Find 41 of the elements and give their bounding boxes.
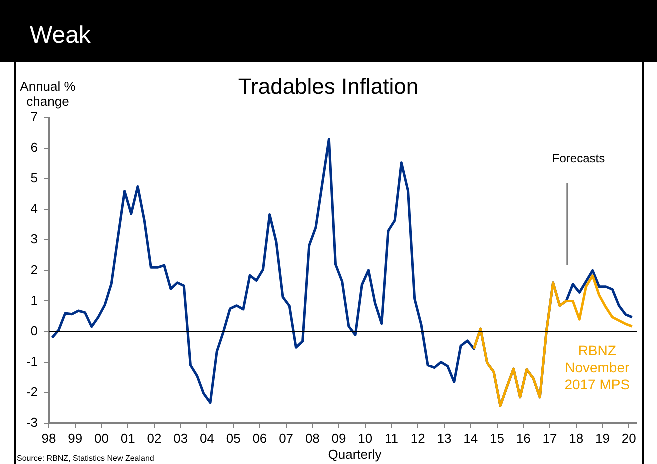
x-tick-label: 98 xyxy=(42,430,56,446)
x-tick-label: 01 xyxy=(120,430,136,446)
y-tick-label: 4 xyxy=(30,201,38,216)
x-tick-label: 03 xyxy=(174,430,188,446)
y-tick-label: -1 xyxy=(26,354,38,369)
y-tick-label: 1 xyxy=(30,292,38,308)
series-label: RBNZ November 2017 MPS xyxy=(564,342,630,392)
source-note: Source: RBNZ, Statistics New Zealand xyxy=(17,454,154,463)
y-axis-title: Annual % change xyxy=(19,79,77,109)
chart-subtitle: Tradables Inflation xyxy=(238,74,419,99)
x-tick-label: 17 xyxy=(542,430,558,446)
x-tick-label: 05 xyxy=(226,430,241,446)
x-tick-label: 09 xyxy=(332,430,346,446)
y-tick-label: -3 xyxy=(26,414,38,430)
x-tick-label: 20 xyxy=(622,430,636,446)
x-tick-label: 99 xyxy=(68,430,83,446)
chart-title: Weak xyxy=(30,22,91,50)
x-tick-label: 08 xyxy=(305,430,320,446)
x-tick-label: 06 xyxy=(252,430,268,446)
y-tick-label: 2 xyxy=(30,262,38,278)
x-tick-label: 00 xyxy=(94,430,109,446)
x-tick-label: 18 xyxy=(569,430,584,446)
y-tick-label: 7 xyxy=(30,110,38,125)
x-axis-title: Quarterly xyxy=(328,447,382,462)
x-tick-label: 15 xyxy=(490,430,504,446)
x-tick-label: 13 xyxy=(437,430,452,446)
x-tick-label: 12 xyxy=(410,430,426,446)
x-tick-label: 19 xyxy=(595,430,610,446)
x-tick-label: 07 xyxy=(279,430,294,446)
x-tick-label: 02 xyxy=(147,430,162,446)
y-tick-label: 3 xyxy=(30,232,38,247)
x-tick-label: 04 xyxy=(200,430,214,446)
x-tick-label: 16 xyxy=(516,430,531,446)
y-tick-label: 0 xyxy=(30,323,38,338)
y-tick-label: -2 xyxy=(26,384,38,400)
x-tick-label: 10 xyxy=(358,430,373,446)
x-tick-label: 11 xyxy=(385,430,399,446)
ref-line-label: Forecasts xyxy=(552,151,606,166)
y-tick-label: 6 xyxy=(30,140,38,156)
x-tick-label: 14 xyxy=(464,430,478,446)
y-tick-label: 5 xyxy=(30,170,38,186)
